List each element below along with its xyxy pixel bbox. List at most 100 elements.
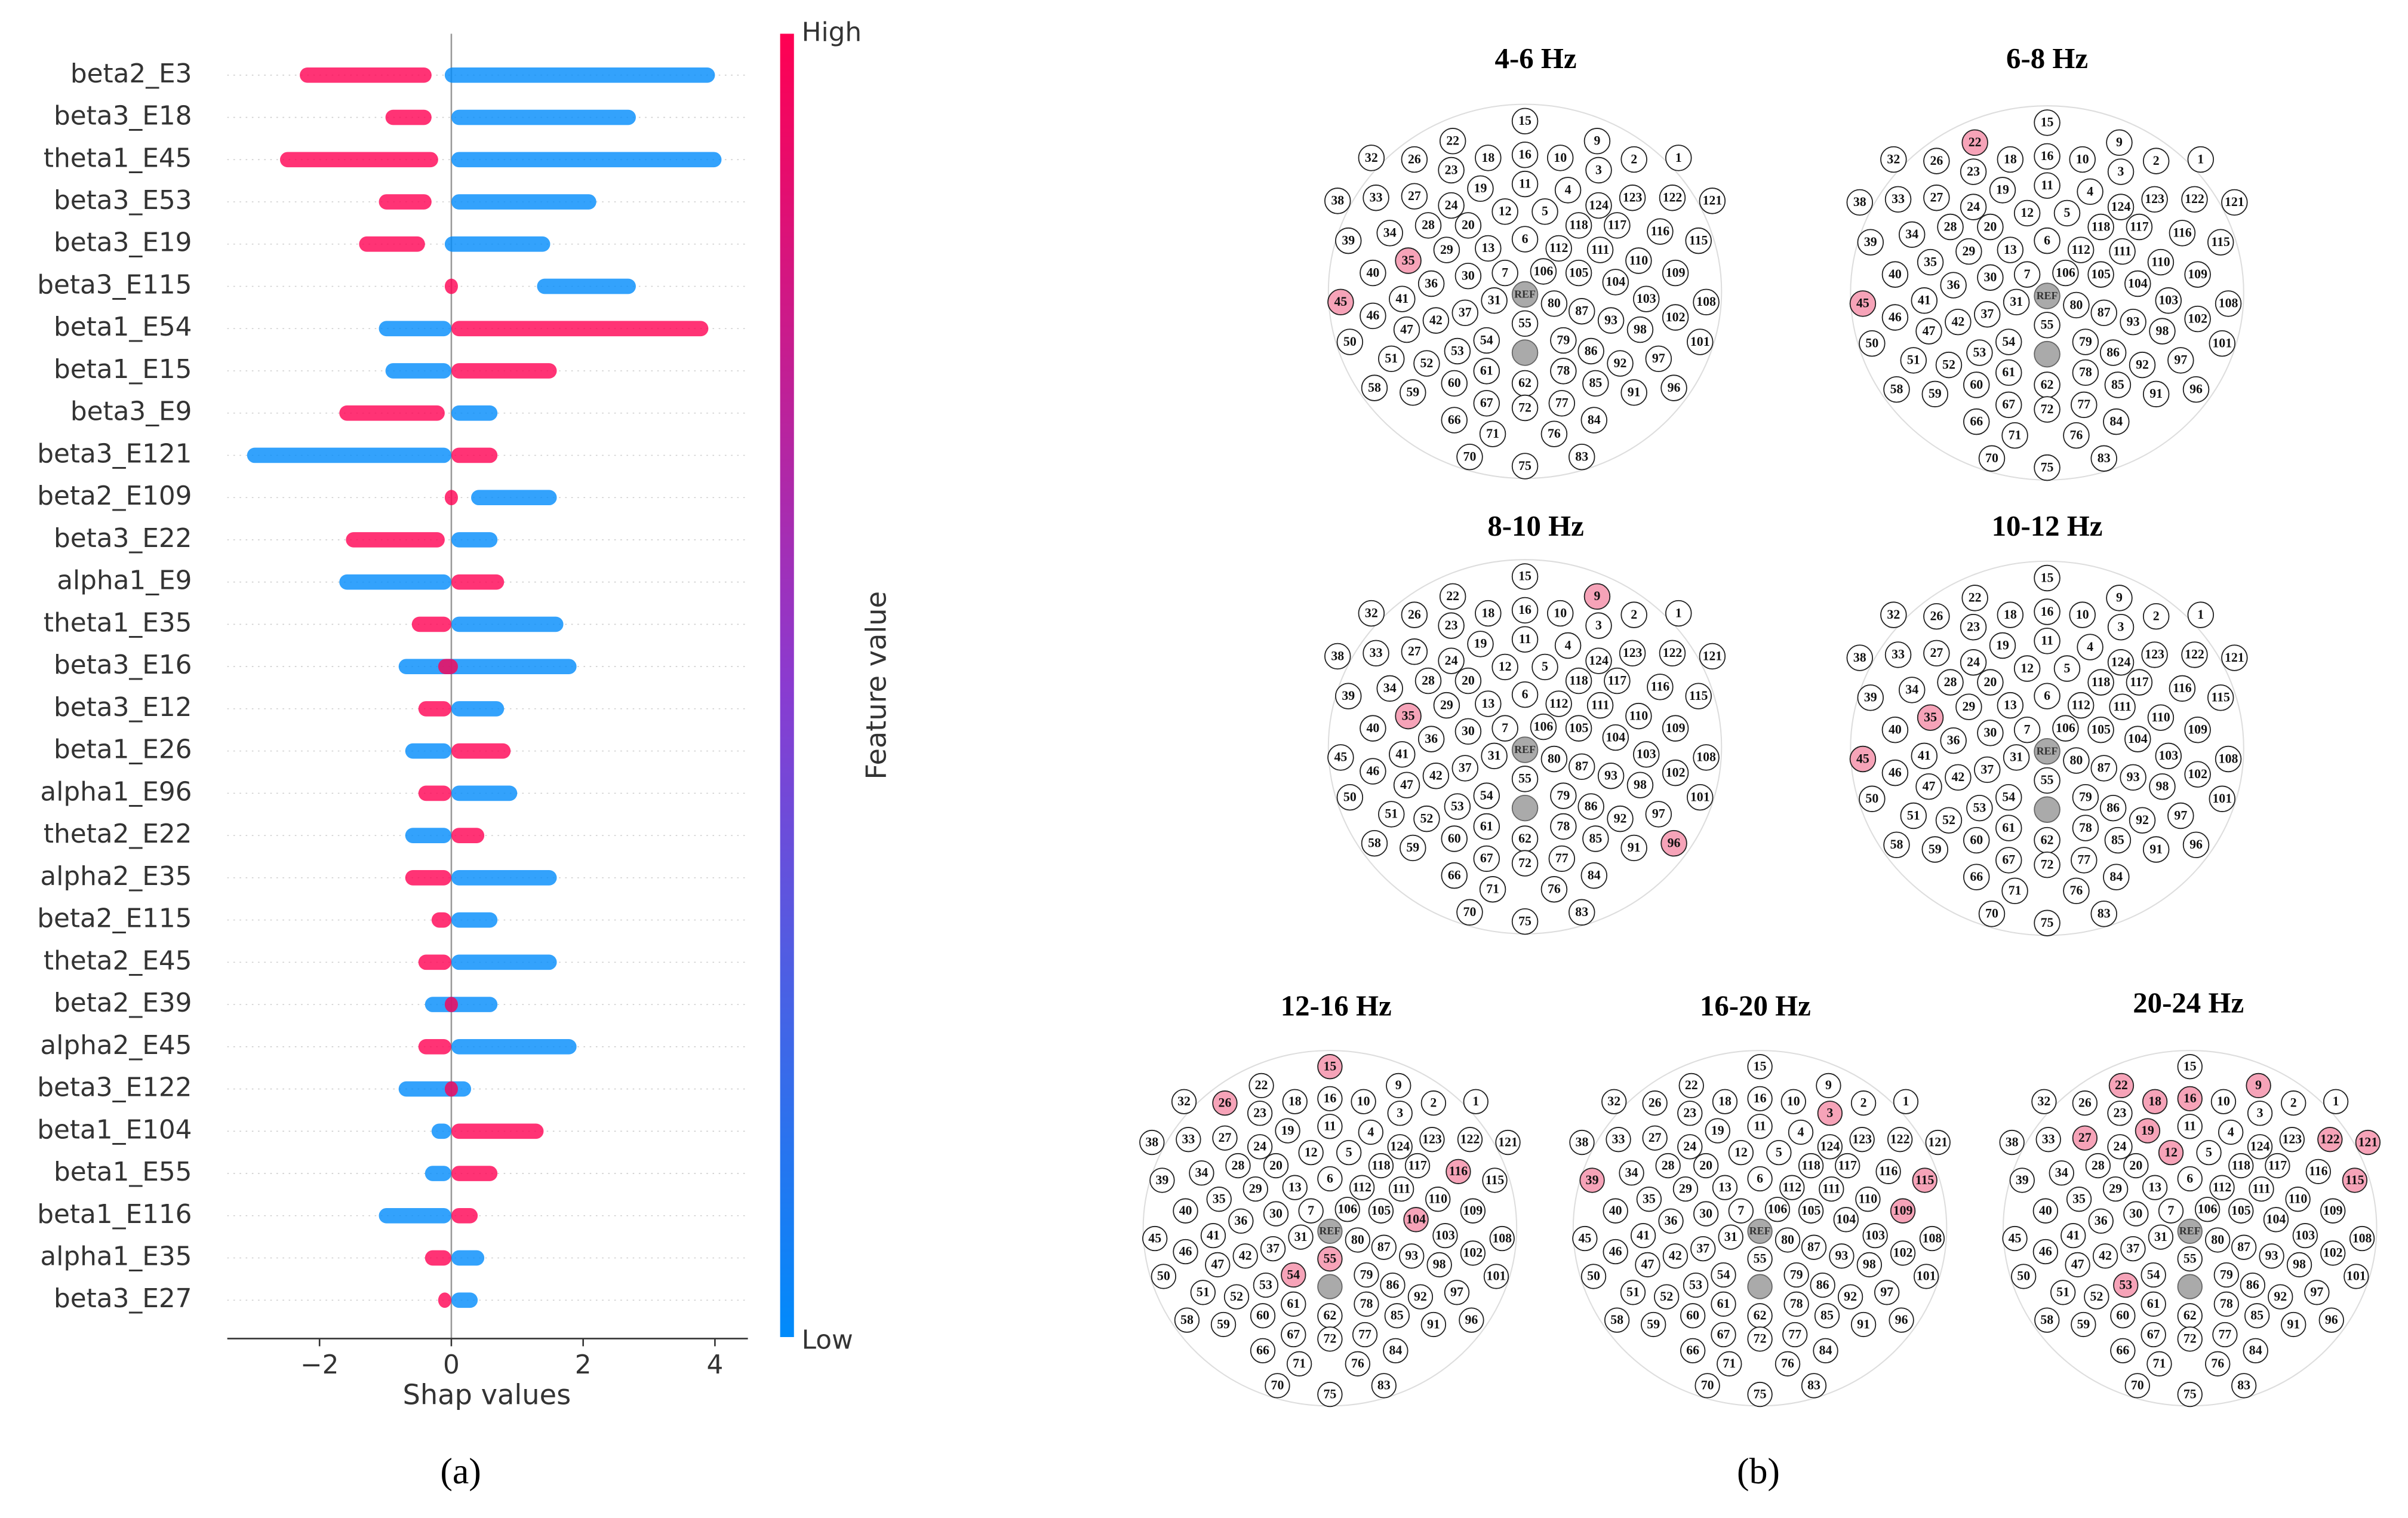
electrode [2110,1338,2136,1364]
shap-range-low [451,1038,577,1055]
electrode-label: 51 [1626,1285,1640,1299]
electrode-label: 79 [1360,1267,1373,1282]
electrode-label: 67 [1480,396,1493,410]
electrode [1530,258,1557,285]
feature-label: alpha1_E96 [40,776,192,807]
electrode [2107,193,2135,220]
electrode-label: 41 [1395,291,1408,306]
electrode-label: 110 [2151,254,2170,269]
electrode-label: 36 [1665,1213,1678,1228]
electrode [1345,1227,1371,1253]
electrode [1693,744,1720,771]
shap-range-high [411,616,451,632]
electrode-label: 54 [2002,790,2015,804]
electrode-label: 26 [1649,1095,1662,1110]
electrode [2107,1134,2133,1160]
electrode [2003,744,2030,771]
electrode [1228,1208,1254,1234]
electrode-label: 13 [1481,241,1494,255]
electrode-label: 115 [1689,689,1708,703]
electrode-label: 101 [1487,1269,1506,1283]
electrode [1963,371,1990,398]
electrode-label: 33 [1370,646,1383,660]
electrode-label: 108 [1696,750,1716,764]
electrode [1459,1307,1484,1333]
electrode-label: 58 [1610,1313,1623,1327]
electrode [2304,1280,2330,1305]
electrode [2011,1264,2037,1289]
electrode-label: 123 [1422,1132,1442,1146]
electrode [1444,1280,1470,1305]
electrode [1363,640,1389,667]
electrode [2124,726,2151,752]
electrode-label: 116 [2309,1164,2328,1178]
electrode-label: 112 [2071,697,2090,712]
electrode-label: 104 [1606,730,1625,744]
electrode-label: 1 [1675,150,1682,165]
electrode-label: 124 [1589,198,1609,212]
electrode [1619,1160,1644,1186]
electrode-label: 33 [1182,1132,1195,1146]
electrode-label: 76 [1548,426,1561,441]
electrode-label: 55 [1754,1252,1767,1266]
electrode-label: 54 [1480,788,1493,803]
electrode-label: 30 [1269,1206,1283,1221]
electrode [2035,1127,2061,1153]
electrode-label: 83 [2098,451,2111,465]
electrode [2124,270,2151,297]
electrode-label: 102 [1893,1246,1913,1260]
electrode-label: 46 [1367,764,1380,778]
electrode [2292,1223,2318,1249]
electrode-label: 85 [1820,1308,1834,1323]
electrode [1439,128,1466,155]
electrode [2034,172,2061,199]
electrode [2063,747,2090,774]
electrode-label: 7 [2168,1203,2175,1218]
electrode [1327,744,1354,771]
electrode-label: 121 [1702,193,1722,208]
electrode [2085,1153,2111,1179]
electrode-label: 41 [1637,1228,1650,1242]
electrode [1400,379,1426,406]
electrode [1511,626,1539,653]
electrode-label: 1 [2333,1094,2339,1108]
electrode [1747,1326,1773,1352]
electrode [2013,261,2041,288]
electrode-label: 96 [1895,1313,1908,1327]
electrode [1665,145,1692,171]
electrode [2009,1167,2035,1193]
electrode [1565,259,1592,287]
electrode [1699,643,1726,670]
electrode [2167,802,2194,829]
electrode [1554,632,1582,659]
electrode [2212,1322,2238,1348]
electrode-label: 30 [1983,726,1997,740]
map-title: 12-16 Hz [1281,990,1392,1022]
electrode-label: 78 [2079,365,2092,379]
electrode-label: 60 [1448,831,1461,846]
electrode [1945,764,1972,791]
electrode-label: 67 [2147,1327,2160,1341]
electrode-label: 105 [1371,1203,1391,1218]
electrode [2213,1262,2240,1288]
electrode [1814,1303,1840,1329]
electrode [1597,763,1625,789]
electrode-label: 62 [2041,832,2054,847]
electrode-label: 123 [1852,1132,1872,1146]
electrode [1850,1311,1877,1338]
electrode-label: 102 [1463,1246,1483,1260]
electrode-label: 103 [2158,293,2178,308]
electrode-label: 96 [2189,382,2203,397]
electrode [2090,299,2117,327]
electrode [2002,1225,2028,1252]
electrode-label: 34 [2055,1166,2068,1180]
electrode-label: 37 [1266,1241,1280,1255]
electrode [1989,632,2016,659]
electrode [1441,407,1468,434]
electrode [1250,1303,1276,1329]
electrode [2087,717,2114,743]
electrode [2177,1086,2203,1112]
electrode [1336,328,1364,355]
electrode-label: 18 [1481,150,1494,165]
